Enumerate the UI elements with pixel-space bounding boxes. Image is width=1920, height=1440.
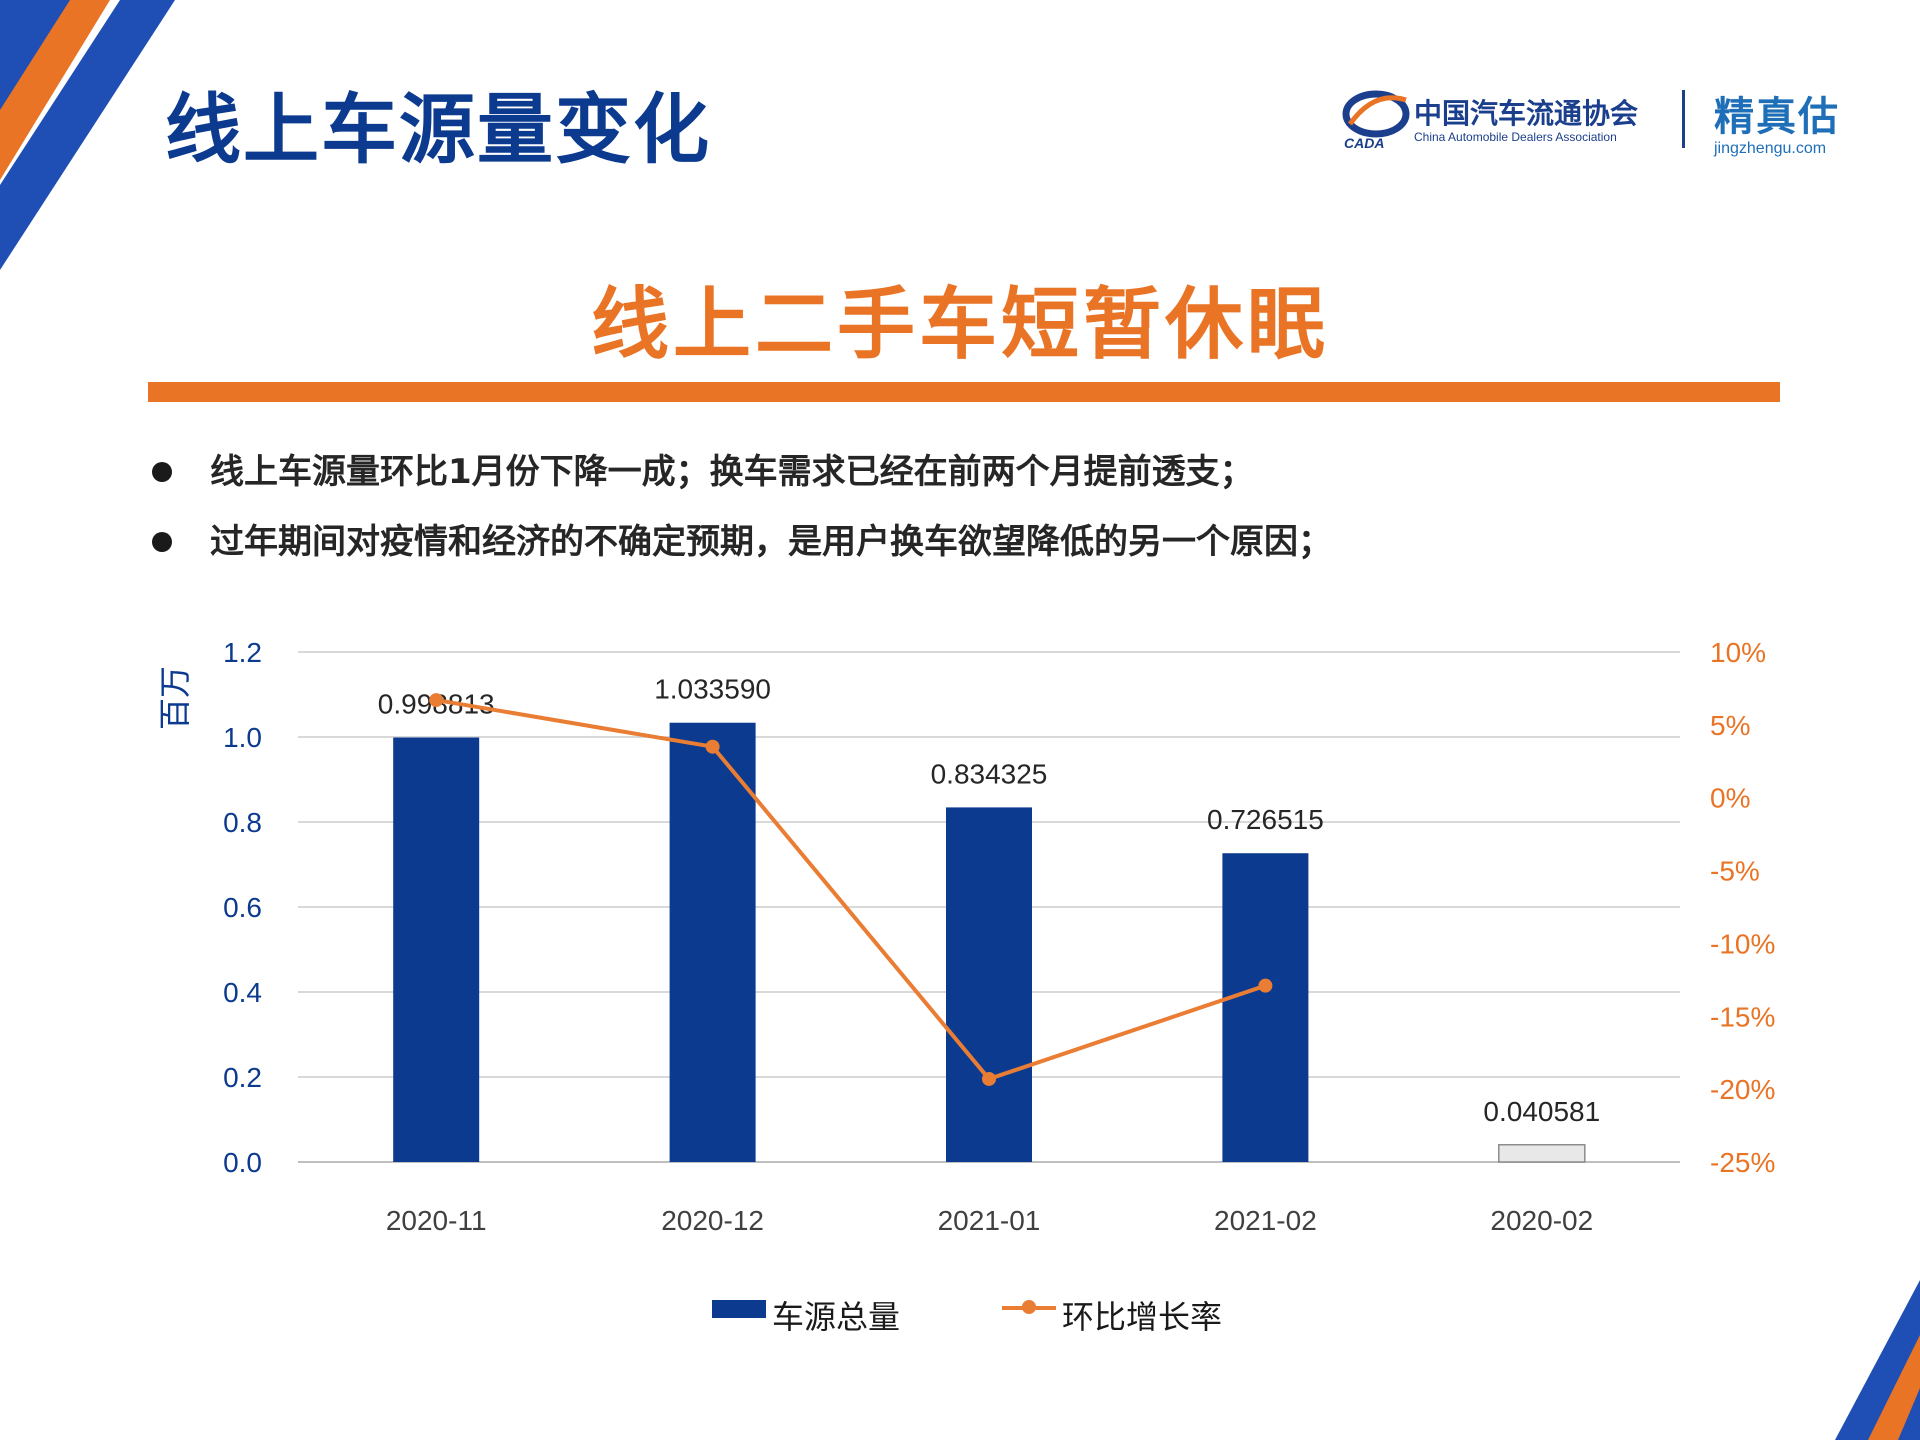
x-tick-label: 2020-12 (661, 1205, 764, 1236)
volume-chart: 0.0 0.2 0.4 0.6 0.8 1.0 1.2 -25% -20% -15% -10% -5%… (156, 637, 1775, 1236)
legend-line-label[interactable]: 环比增长率 (1062, 1298, 1223, 1336)
legend-line-dot-icon (1022, 1300, 1036, 1314)
bottom-right-corner-stripes (1835, 1280, 1920, 1440)
bar (393, 737, 480, 1162)
y2-tick-label: -10% (1710, 928, 1775, 959)
growth-rate-point (982, 1071, 996, 1086)
growth-rate-point (1258, 978, 1273, 993)
jzg-logo-cn: 精真估 (1714, 94, 1840, 140)
y-tick-label: 0.2 (223, 1062, 262, 1093)
bar-data-label: 1.033590 (654, 674, 771, 705)
x-tick-label: 2021-01 (938, 1205, 1041, 1236)
y2-tick-label: 0% (1710, 783, 1750, 814)
y2-tick-label: -5% (1710, 856, 1760, 887)
bullet-text: 线上车源量环比1月份下降一成；换车需求已经在前两个月提前透支； (210, 452, 1254, 492)
bar (946, 807, 1032, 1162)
caada-emblem-icon: CADA (1342, 90, 1410, 150)
bullet-list: 线上车源量环比1月份下降一成；换车需求已经在前两个月提前透支； 过年期间对疫情和… (150, 444, 1332, 584)
bar-data-label: 0.726515 (1207, 804, 1324, 835)
y2-tick-label: -25% (1710, 1147, 1775, 1178)
caada-logo-en: China Automobile Dealers Association (1414, 130, 1617, 144)
y-tick-label: 0.4 (223, 977, 262, 1008)
headline-underline (148, 382, 1780, 402)
logo-divider (1682, 90, 1685, 148)
bullet-item: 过年期间对疫情和经济的不确定预期，是用户换车欲望降低的另一个原因； (150, 514, 1332, 584)
bar-data-label: 0.834325 (931, 758, 1048, 789)
growth-rate-line (435, 698, 1267, 1081)
y-axis-label: 百万 (156, 666, 194, 730)
bullet-dot-icon (152, 462, 172, 482)
legend-bar-swatch (712, 1300, 766, 1318)
caada-logo: CADA 中国汽车流通协会 China Automobile Dealers A… (1340, 84, 1680, 154)
y-tick-label: 0.0 (223, 1147, 262, 1178)
top-left-corner-stripes (0, 0, 175, 270)
bar-data-label: 0.040581 (1483, 1096, 1600, 1127)
y2-tick-label: 5% (1710, 710, 1750, 741)
y2-tick-label: 10% (1710, 637, 1766, 668)
bullet-item: 线上车源量环比1月份下降一成；换车需求已经在前两个月提前透支； (150, 444, 1332, 514)
section-headline: 线上二手车短暂休眠 (590, 280, 1329, 370)
legend-bar-label[interactable]: 车源总量 (772, 1298, 901, 1336)
jzg-logo-en: jingzhengu.com (1714, 140, 1827, 157)
bullet-dot-icon (152, 532, 172, 552)
jzg-logo: 精真估 jingzhengu.com (1714, 84, 1840, 158)
bar (669, 722, 756, 1162)
x-tick-label: 2020-11 (386, 1205, 487, 1236)
bullet-text: 过年期间对疫情和经济的不确定预期，是用户换车欲望降低的另一个原因； (210, 522, 1332, 562)
growth-rate-point (705, 739, 720, 754)
bar (1498, 1144, 1586, 1163)
y-tick-label: 0.8 (223, 807, 262, 838)
svg-text:CADA: CADA (1344, 135, 1384, 150)
x-tick-label: 2020-02 (1490, 1205, 1593, 1236)
x-tick-label: 2021-02 (1214, 1205, 1317, 1236)
caada-logo-cn: 中国汽车流通协会 (1414, 97, 1639, 130)
y2-tick-label: -20% (1710, 1074, 1775, 1105)
y2-tick-label: -15% (1710, 1001, 1775, 1032)
page-title: 线上车源量变化 (165, 85, 711, 174)
y-tick-label: 1.2 (223, 637, 262, 668)
bar (1222, 853, 1309, 1162)
growth-rate-point (429, 693, 444, 708)
y-tick-label: 0.6 (223, 892, 262, 923)
y-tick-label: 1.0 (223, 722, 262, 753)
